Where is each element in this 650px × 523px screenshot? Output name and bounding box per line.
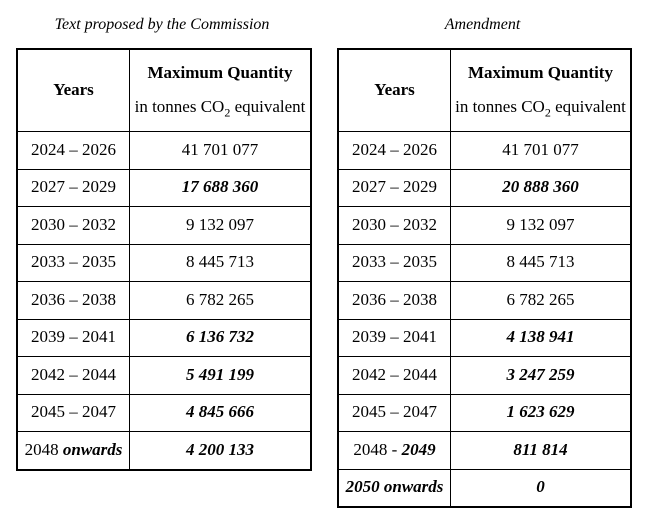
amendment-table-title: Amendment [444, 16, 521, 33]
table-row: 2027 – 2029 20 888 360 [339, 168, 630, 206]
value-cell: 20 888 360 [502, 177, 579, 197]
value-cell: 8 445 713 [506, 252, 575, 272]
table-row: 2048 onwards 4 200 133 [18, 431, 310, 469]
value-cell: 0 [536, 477, 545, 497]
years-cell: 2048 onwards [18, 432, 130, 469]
years-cell: 2045 – 2047 [339, 394, 451, 431]
table-row: 2036 – 2038 6 782 265 [339, 281, 630, 319]
table-header-row: Years Maximum Quantity in tonnes CO2 equ… [18, 50, 310, 131]
quantity-header-line2: in tonnes CO2 equivalent [455, 97, 626, 120]
value-cell: 6 136 732 [186, 327, 254, 347]
quantity-header-line2: in tonnes CO2 equivalent [134, 97, 306, 120]
table-row: 2039 – 2041 4 138 941 [339, 318, 630, 356]
years-cell: 2030 – 2032 [339, 207, 451, 244]
column-header-quantity: Maximum Quantity in tonnes CO2 equivalen… [130, 50, 310, 131]
years-cell: 2042 – 2044 [339, 357, 451, 394]
column-header-quantity: Maximum Quantity in tonnes CO2 equivalen… [451, 50, 630, 131]
value-cell: 6 782 265 [506, 289, 575, 309]
table-row: 2042 – 2044 5 491 199 [18, 356, 310, 394]
column-header-years: Years [339, 50, 451, 131]
co2-subscript: 2 [224, 105, 231, 120]
quantity-header-line1: Maximum Quantity [468, 63, 613, 83]
table-row: 2027 – 2029 17 688 360 [18, 168, 310, 206]
table-row: 2042 – 2044 3 247 259 [339, 356, 630, 394]
table-row: 2030 – 2032 9 132 097 [339, 206, 630, 244]
commission-table: Years Maximum Quantity in tonnes CO2 equ… [16, 48, 312, 471]
years-cell: 2039 – 2041 [18, 319, 130, 356]
years-cell: 2045 – 2047 [18, 394, 130, 431]
value-cell: 4 845 666 [186, 402, 254, 422]
table-row: 2033 – 2035 8 445 713 [18, 243, 310, 281]
value-cell: 5 491 199 [186, 364, 254, 384]
value-cell: 811 814 [513, 439, 568, 459]
years-cell: 2036 – 2038 [339, 282, 451, 319]
value-cell: 8 445 713 [186, 252, 254, 272]
table-header-row: Years Maximum Quantity in tonnes CO2 equ… [339, 50, 630, 131]
years-cell: 2033 – 2035 [18, 244, 130, 281]
years-cell: 2027 – 2029 [18, 169, 130, 206]
value-cell: 9 132 097 [186, 214, 254, 234]
table-row: 2048 - 2049 811 814 [339, 431, 630, 469]
years-cell: 2048 - 2049 [339, 432, 451, 469]
table-row: 2045 – 2047 4 845 666 [18, 393, 310, 431]
value-cell: 6 782 265 [186, 289, 254, 309]
table-row: 2039 – 2041 6 136 732 [18, 318, 310, 356]
table-row: 2024 – 2026 41 701 077 [18, 131, 310, 169]
value-cell: 17 688 360 [181, 177, 259, 197]
years-cell: 2033 – 2035 [339, 244, 451, 281]
quantity-header-line1: Maximum Quantity [147, 63, 293, 83]
value-cell: 3 247 259 [506, 364, 575, 384]
value-cell: 4 200 133 [186, 439, 254, 459]
value-cell: 41 701 077 [181, 139, 259, 159]
table-row: 2050 onwards 0 [339, 468, 630, 506]
years-cell: 2027 – 2029 [339, 169, 451, 206]
table-row: 2024 – 2026 41 701 077 [339, 131, 630, 169]
years-cell: 2024 – 2026 [339, 132, 451, 169]
table-row: 2036 – 2038 6 782 265 [18, 281, 310, 319]
table-row: 2045 – 2047 1 623 629 [339, 393, 630, 431]
years-cell: 2036 – 2038 [18, 282, 130, 319]
years-cell: 2042 – 2044 [18, 357, 130, 394]
table-row: 2033 – 2035 8 445 713 [339, 243, 630, 281]
years-cell: 2050 onwards [339, 469, 451, 506]
table-row: 2030 – 2032 9 132 097 [18, 206, 310, 244]
years-cell: 2039 – 2041 [339, 319, 451, 356]
value-cell: 4 138 941 [506, 327, 575, 347]
value-cell: 1 623 629 [506, 402, 575, 422]
amendment-table: Years Maximum Quantity in tonnes CO2 equ… [337, 48, 632, 508]
years-cell: 2024 – 2026 [18, 132, 130, 169]
commission-table-title: Text proposed by the Commission [54, 16, 270, 33]
value-cell: 41 701 077 [502, 139, 579, 159]
value-cell: 9 132 097 [506, 214, 575, 234]
co2-subscript: 2 [544, 105, 551, 120]
column-header-years: Years [18, 50, 130, 131]
years-cell: 2030 – 2032 [18, 207, 130, 244]
